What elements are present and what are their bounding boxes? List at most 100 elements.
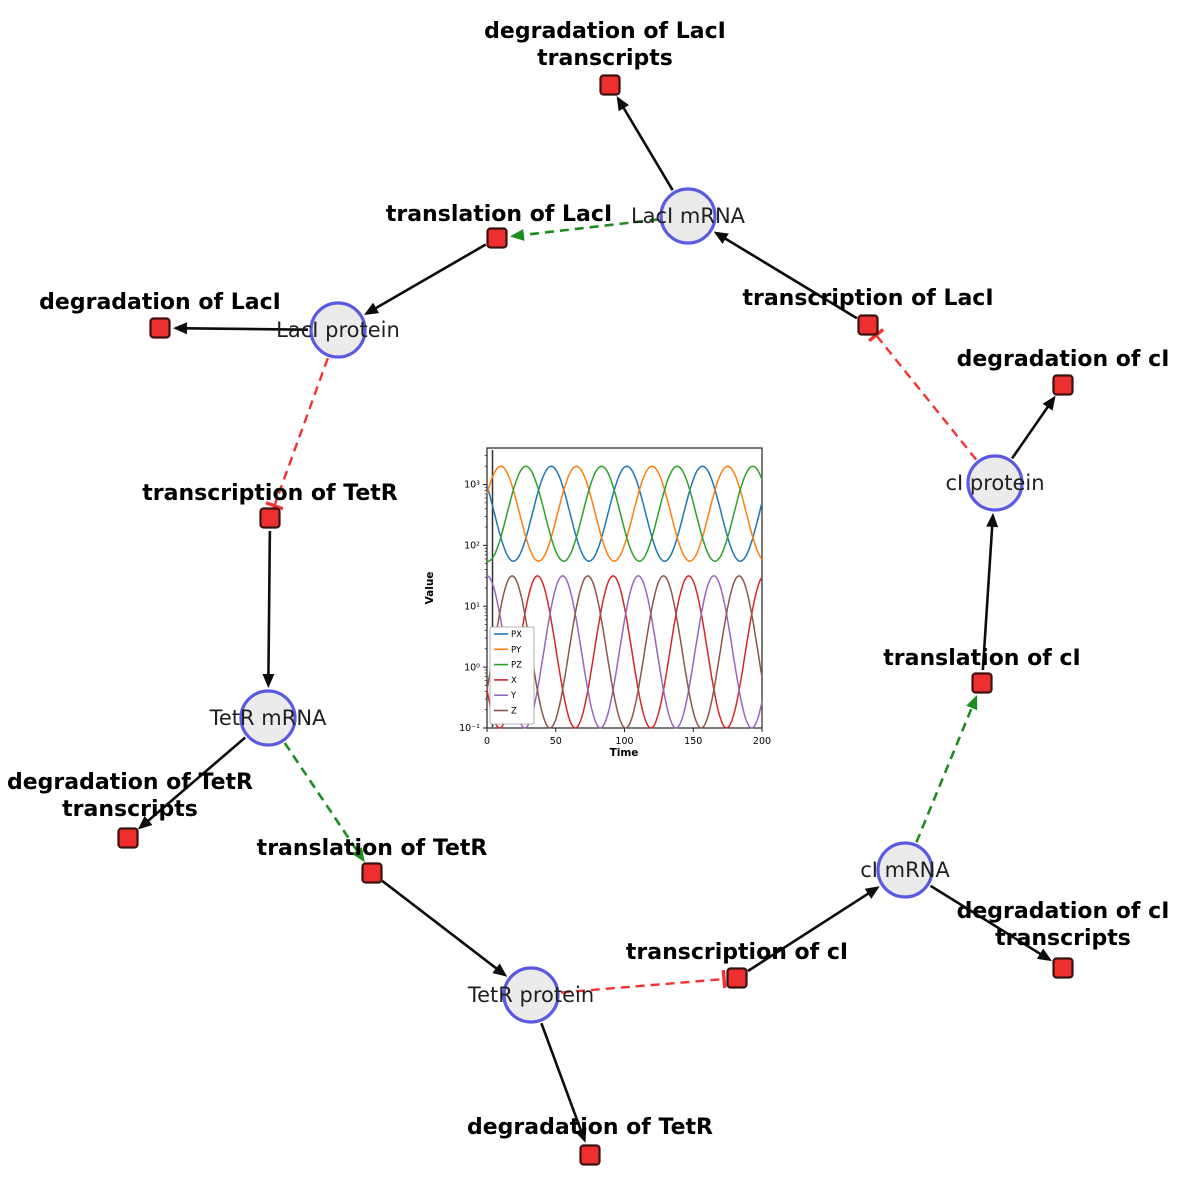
edge-laci-mrna-translation-laci-arrowhead <box>509 228 525 241</box>
reaction-label-transcription-tetr: transcription of TetR <box>142 481 398 506</box>
reaction-label-deg-ci: degradation of cI <box>957 347 1170 372</box>
edge-translation-tetr-tetr-protein <box>381 879 499 971</box>
inset-timecourse-chart: 10⁻¹ 10⁰ 10¹ 10² 10³ 0 50 100 150 200 PX PY PZ XYZ T… <box>424 447 771 759</box>
edge-laci-mrna-deg-laci-tx <box>621 105 674 191</box>
species-label-ci-mrna: cI mRNA <box>860 858 950 882</box>
species-node-tetr-mrna <box>239 689 297 747</box>
edge-ci-mrna-deg-ci-tx-arrowhead <box>1036 948 1052 962</box>
reaction-label-translation-laci: translation of LacI <box>386 202 612 227</box>
reaction-node-deg-ci-tx <box>1052 957 1074 979</box>
reaction-node-deg-tetr <box>579 1144 601 1166</box>
edge-translation-laci-laci-protein-arrowhead <box>363 302 380 315</box>
species-node-laci-mrna <box>659 187 717 245</box>
species-node-ci-protein <box>966 454 1024 512</box>
y-axis-label: Value <box>424 572 436 605</box>
edge-tetr-mrna-deg-tetr-tx-arrowhead <box>137 815 153 830</box>
edge-translation-laci-laci-protein <box>373 243 487 311</box>
x-axis-label: Time <box>610 747 639 759</box>
reaction-label-translation-ci: translation of cI <box>883 646 1080 671</box>
reaction-label-deg-laci-tx-line1: degradation of LacI <box>484 19 726 44</box>
edge-translation-tetr-tetr-protein-arrowhead <box>492 963 508 977</box>
reaction-node-deg-tetr-tx <box>117 827 139 849</box>
y-tick-label: 10⁻¹ <box>459 723 480 734</box>
reaction-node-translation-laci <box>486 227 508 249</box>
edge-tetr-protein-deg-tetr <box>540 1022 583 1132</box>
reaction-node-transcription-tetr <box>259 507 281 529</box>
reaction-label-deg-tetr-tx-line1: degradation of TetR <box>7 770 253 795</box>
species-node-ci-mrna <box>876 841 934 899</box>
legend-label-Z: Z <box>511 707 517 717</box>
legend-label-PX: PX <box>511 630 522 640</box>
reaction-node-transcription-laci <box>857 314 879 336</box>
edge-translation-ci-ci-protein-arrowhead <box>986 512 999 528</box>
reaction-node-translation-tetr <box>361 862 383 884</box>
reaction-node-deg-laci <box>149 317 171 339</box>
edge-laci-mrna-translation-laci <box>521 218 659 237</box>
labels-layer: LacI mRNA LacI protein TetR mRNA TetR prote… <box>7 19 1169 1140</box>
edge-laci-protein-transcription-tetr <box>273 357 329 507</box>
legend-label-Y: Y <box>510 691 517 701</box>
edge-transcription-laci-laci-mrna <box>723 236 858 320</box>
species-node-tetr-protein <box>502 966 560 1024</box>
edge-tetr-mrna-deg-tetr-tx <box>146 736 247 823</box>
edge-transcription-laci-laci-mrna-arrowhead <box>713 231 729 244</box>
species-node-laci-protein <box>309 301 367 359</box>
edge-transcription-tetr-tetr-mrna-arrowhead <box>262 673 275 689</box>
series-line-X <box>486 575 763 729</box>
species-label-tetr-mrna: TetR mRNA <box>209 706 327 730</box>
x-tick-label: 0 <box>484 736 490 747</box>
y-tick-label: 10⁰ <box>464 662 480 673</box>
edge-transcription-tetr-tetr-mrna <box>267 530 272 677</box>
legend-label-PY: PY <box>511 645 522 655</box>
reaction-label-deg-ci-tx-line2: transcripts <box>995 926 1131 951</box>
edge-laci-protein-deg-laci <box>184 326 309 331</box>
edge-tetr-protein-deg-tetr-arrowhead <box>575 1127 587 1143</box>
y-tick-label: 10¹ <box>464 601 480 612</box>
edge-ci-protein-transcription-laci <box>875 334 978 461</box>
edge-tetr-protein-transcription-ci-inhibition-tee <box>721 969 727 989</box>
x-tick-label: 100 <box>615 736 633 747</box>
reaction-label-transcription-laci: transcription of LacI <box>742 286 993 311</box>
y-tick-label: 10³ <box>464 480 480 491</box>
chart-legend: PX PY PZ XYZ <box>489 626 535 725</box>
reaction-label-deg-laci-tx-line2: transcripts <box>537 46 673 71</box>
legend-label-PZ: PZ <box>511 661 522 671</box>
legend-label-X: X <box>511 676 517 686</box>
reaction-label-deg-tetr: degradation of TetR <box>467 1115 713 1140</box>
species-label-ci-protein: cI protein <box>945 471 1044 495</box>
reaction-node-deg-laci-tx <box>599 74 621 96</box>
reaction-node-deg-ci <box>1052 374 1074 396</box>
chart-series <box>486 450 763 729</box>
reaction-label-deg-tetr-tx-line2: transcripts <box>62 797 198 822</box>
reaction-label-deg-laci: degradation of LacI <box>39 290 281 315</box>
x-tick-label: 50 <box>550 736 562 747</box>
x-tick-label: 150 <box>684 736 702 747</box>
reaction-node-translation-ci <box>971 672 993 694</box>
series-line-PX <box>486 465 763 562</box>
edge-laci-protein-transcription-tetr-inhibition-tee <box>265 501 284 511</box>
edge-ci-mrna-deg-ci-tx <box>929 884 1043 956</box>
edge-translation-ci-ci-protein <box>981 524 994 671</box>
edge-laci-mrna-deg-laci-tx-arrowhead <box>616 96 629 112</box>
edge-tetr-mrna-translation-tetr-arrowhead <box>351 847 365 863</box>
edge-ci-mrna-translation-ci-arrowhead <box>966 695 978 711</box>
species-label-laci-protein: LacI protein <box>276 318 400 342</box>
species-label-laci-mrna: LacI mRNA <box>631 204 746 228</box>
reaction-label-transcription-ci: transcription of cI <box>626 940 848 965</box>
edge-laci-protein-deg-laci-arrowhead <box>172 322 188 335</box>
series-line-PY <box>486 465 763 562</box>
x-tick-label: 200 <box>753 736 771 747</box>
edge-tetr-mrna-translation-tetr <box>283 742 360 853</box>
edge-ci-protein-deg-ci <box>1011 404 1050 460</box>
legend-box <box>489 626 535 725</box>
series-line-PZ <box>486 465 763 562</box>
reaction-node-transcription-ci <box>726 967 748 989</box>
edge-ci-protein-deg-ci-arrowhead <box>1042 395 1056 411</box>
edge-transcription-ci-ci-mrna-arrowhead <box>864 886 880 899</box>
species-label-tetr-protein: TetR protein <box>467 983 594 1007</box>
edge-ci-mrna-translation-ci <box>915 705 974 843</box>
edge-tetr-protein-transcription-ci <box>560 977 725 994</box>
reaction-label-deg-ci-tx-line1: degradation of cI <box>957 899 1170 924</box>
edges-layer <box>137 96 1056 1143</box>
